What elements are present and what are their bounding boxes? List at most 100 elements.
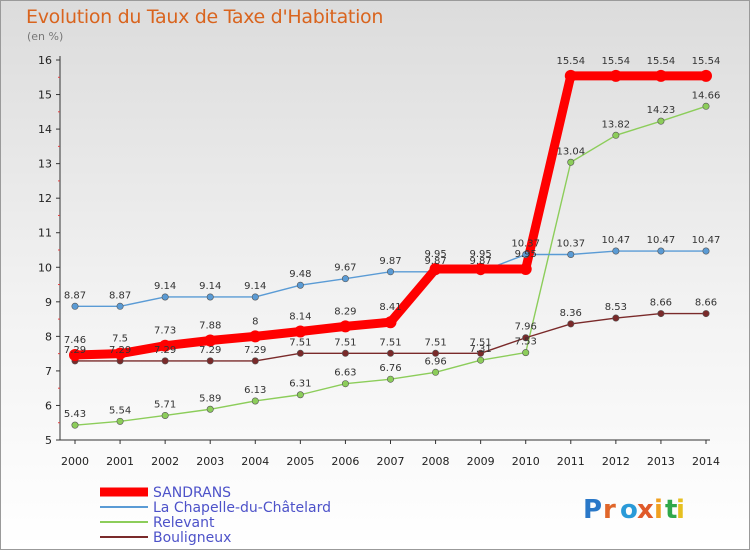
data-label: 6.76 [379,363,401,374]
data-label: 7.31 [470,344,492,355]
data-label: 9.14 [199,281,221,292]
x-tick-label: 2006 [331,455,359,468]
data-label: 7.88 [199,321,221,332]
data-point [657,247,665,255]
data-point [612,247,620,255]
data-label: 15.54 [647,56,676,67]
y-tick-label: 11 [38,227,52,240]
data-point [519,263,532,275]
data-label: 7.51 [424,337,446,348]
x-tick-label: 2007 [377,455,405,468]
data-label: 8.36 [560,308,582,319]
data-label: 7.29 [64,345,86,356]
data-point [432,349,440,357]
data-label: 9.95 [515,249,537,260]
x-tick-label: 2003 [196,455,224,468]
data-label: 10.47 [692,235,721,246]
data-point [206,293,214,301]
data-label: 13.04 [556,146,585,157]
data-point [702,102,710,110]
data-point [71,302,79,310]
data-point [522,334,530,342]
data-point [251,357,259,365]
data-label: 6.13 [244,385,266,396]
data-point [159,339,172,352]
data-label: 9.95 [424,249,446,260]
data-point [702,247,710,255]
data-point [700,69,712,82]
data-point [657,310,665,318]
data-point [161,411,169,419]
legend-label: Bouligneux [153,530,231,546]
legend-label: SANDRANS [153,485,231,501]
data-point [296,281,304,289]
y-tick-label: 5 [45,434,52,447]
data-point [296,391,304,399]
y-tick-label: 9 [45,296,52,309]
data-point [386,349,394,357]
data-label: 8.87 [64,290,86,301]
legend-label: Relevant [153,515,215,531]
x-tick-label: 2010 [512,455,540,468]
data-label: 8.41 [379,302,401,313]
legend-label: La Chapelle-du-Châtelard [153,500,331,516]
data-label: 15.54 [602,56,631,67]
data-point [251,293,259,301]
data-point [296,349,304,357]
data-point [204,334,217,347]
data-point [341,275,349,283]
data-label: 6.31 [289,379,311,390]
data-point [564,69,577,82]
data-label: 15.54 [556,56,585,67]
x-tick-label: 2002 [151,455,179,468]
data-point [341,349,349,357]
data-label: 7.51 [470,337,492,348]
data-point [477,356,485,364]
data-label: 8.87 [109,290,131,301]
logo-letter: o [620,495,638,525]
data-point [612,314,620,322]
data-point [339,320,352,333]
data-label: 7.51 [334,337,356,348]
data-point [386,375,394,383]
data-point [69,349,81,362]
y-tick-label: 6 [45,399,52,412]
y-tick-label: 10 [38,261,52,274]
data-label: 8.14 [289,312,311,323]
y-tick-label: 8 [45,330,52,343]
data-point [522,250,530,258]
logo-letter: r [603,495,616,525]
data-label: 7.29 [244,345,266,356]
data-label: 10.47 [647,235,676,246]
data-label: 14.23 [647,105,676,116]
series-points [69,69,712,429]
y-tick-label: 16 [38,54,52,67]
y-tick-label: 15 [38,89,52,102]
data-point [71,421,79,429]
data-label: 7.29 [154,345,176,356]
data-point [294,325,307,338]
y-tick-label: 7 [45,365,52,378]
data-label: 14.66 [692,90,721,101]
data-point [161,357,169,365]
data-label: 9.67 [334,263,356,274]
axes: 5 6 7 8 9 10 11 12 13 14 15 16 2000 2001 2002 2003 2004 2… [38,54,720,468]
logo-letter: i [676,495,685,525]
x-tick-label: 2001 [106,455,134,468]
x-tick-label: 2004 [241,455,269,468]
data-label: 6.63 [334,368,356,379]
data-label: 9.87 [470,256,492,267]
data-label: 5.54 [109,405,131,416]
data-label: 8.29 [334,306,356,317]
data-point [251,397,259,405]
data-point [114,347,127,360]
data-point [429,263,442,275]
data-point [386,268,394,276]
data-label: 9.48 [289,269,311,280]
data-point [657,117,665,125]
data-point [654,69,667,82]
data-point [206,357,214,365]
x-tick-label: 2005 [286,455,314,468]
